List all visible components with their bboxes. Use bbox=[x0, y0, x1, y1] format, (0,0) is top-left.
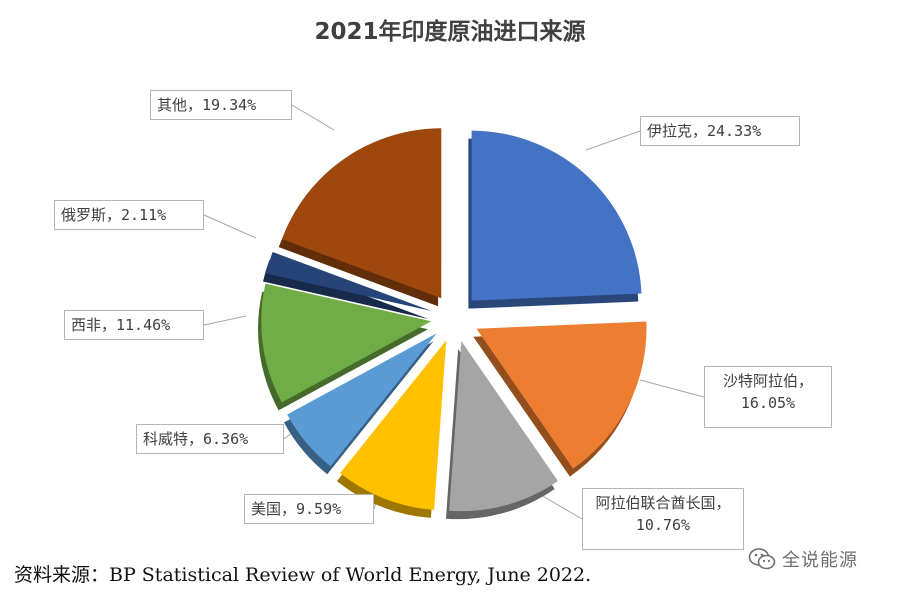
pie-slice-4 bbox=[340, 340, 447, 510]
leader-line-8 bbox=[291, 104, 335, 131]
source-note: 资料来源：BP Statistical Review of World Ener… bbox=[14, 564, 592, 586]
leader-line-1 bbox=[585, 130, 641, 151]
watermark-text: 全说能源 bbox=[782, 550, 858, 571]
pie-slice-8 bbox=[281, 128, 442, 299]
pie-slice-5 bbox=[287, 333, 437, 467]
pie-slice-3 bbox=[449, 341, 558, 512]
slice-label-2: 沙特阿拉伯，16.05% bbox=[704, 366, 832, 428]
leader-line-6 bbox=[203, 315, 247, 326]
leader-line-2 bbox=[639, 379, 705, 398]
leader-line-7 bbox=[203, 214, 257, 239]
slice-label-8: 其他，19.34% bbox=[150, 90, 292, 120]
slice-label-3: 阿拉伯联合酋长国，10.76% bbox=[582, 488, 744, 550]
slice-label-6: 西非，11.46% bbox=[64, 310, 204, 340]
wechat-icon bbox=[748, 548, 776, 570]
slice-label-4: 美国，9.59% bbox=[244, 494, 374, 524]
slice-label-7: 俄罗斯，2.11% bbox=[54, 200, 204, 230]
pie-slice-1 bbox=[471, 130, 642, 301]
pie-slice-7 bbox=[266, 251, 432, 312]
pie-slice-2 bbox=[476, 321, 647, 469]
pie-slice-6 bbox=[261, 283, 432, 403]
chart-title: 2021年印度原油进口来源 bbox=[314, 19, 586, 45]
watermark: 全说能源 bbox=[748, 546, 858, 572]
slice-label-1: 伊拉克，24.33% bbox=[640, 116, 800, 146]
pie-slices bbox=[258, 128, 647, 520]
slice-label-5: 科威特，6.36% bbox=[136, 424, 284, 454]
